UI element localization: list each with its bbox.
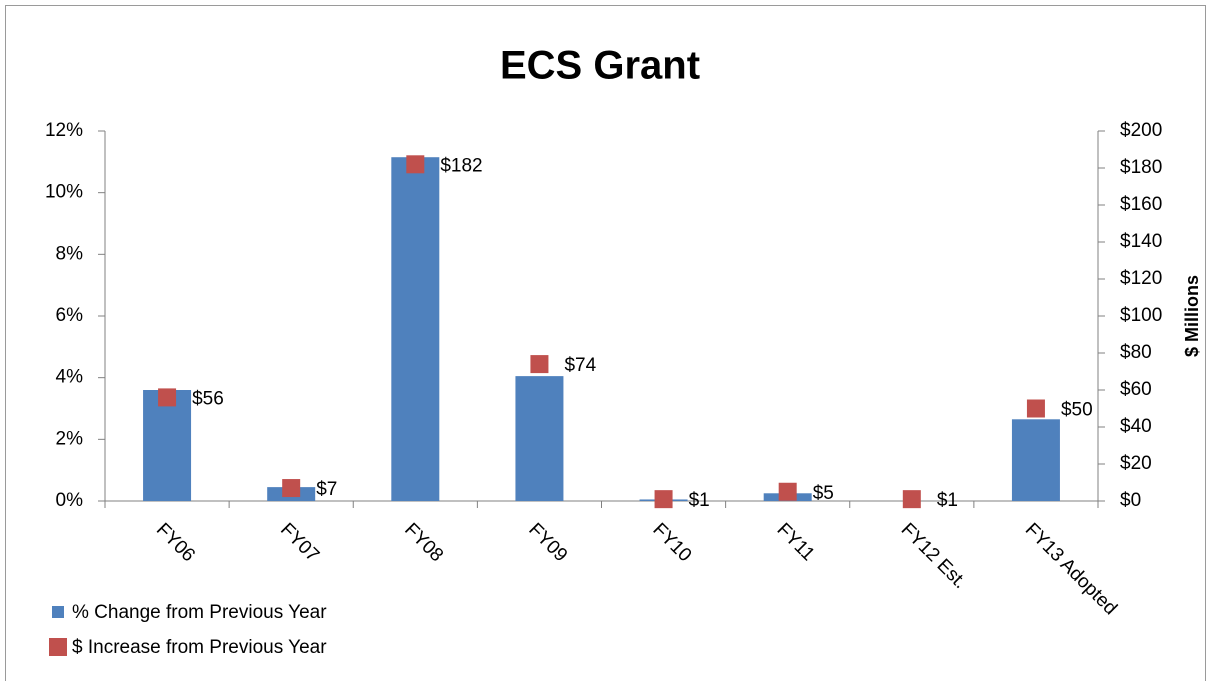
y2-tick-label: $140 bbox=[1120, 231, 1162, 252]
legend-label: % Change from Previous Year bbox=[72, 602, 327, 623]
marker bbox=[778, 482, 797, 501]
y-tick-label: 0% bbox=[56, 490, 84, 511]
y2-tick-label: $180 bbox=[1120, 157, 1162, 178]
y2-tick-label: $0 bbox=[1120, 490, 1141, 511]
y2-tick-label: $100 bbox=[1120, 305, 1162, 326]
marker bbox=[282, 479, 301, 498]
chart-title: ECS Grant bbox=[500, 44, 700, 88]
y2-tick-label: $60 bbox=[1120, 379, 1152, 400]
data-label: $182 bbox=[440, 155, 482, 176]
y-tick-label: 6% bbox=[56, 305, 84, 326]
y-tick-label: 12% bbox=[45, 120, 83, 141]
y2-axis-title: $ Millions bbox=[1182, 275, 1202, 357]
chart-border bbox=[5, 5, 1206, 686]
data-label: $50 bbox=[1061, 400, 1093, 421]
y-tick-label: 10% bbox=[45, 182, 83, 203]
y-tick-label: 8% bbox=[56, 243, 84, 264]
bar bbox=[515, 376, 564, 501]
marker bbox=[902, 490, 921, 509]
data-label: $74 bbox=[564, 355, 596, 376]
y-tick-label: 4% bbox=[56, 367, 84, 388]
y2-tick-label: $80 bbox=[1120, 342, 1152, 363]
y2-tick-label: $200 bbox=[1120, 120, 1162, 141]
legend-swatch bbox=[49, 638, 67, 656]
y2-tick-label: $160 bbox=[1120, 194, 1162, 215]
bar bbox=[1011, 419, 1060, 501]
y2-tick-label: $40 bbox=[1120, 416, 1152, 437]
bar bbox=[143, 390, 192, 501]
legend-label: $ Increase from Previous Year bbox=[72, 637, 327, 658]
data-label: $1 bbox=[937, 490, 958, 511]
legend-swatch bbox=[52, 606, 64, 618]
y-tick-label: 2% bbox=[56, 428, 84, 449]
marker bbox=[1026, 399, 1045, 418]
data-label: $56 bbox=[192, 388, 224, 409]
marker bbox=[654, 490, 673, 509]
y2-tick-label: $20 bbox=[1120, 453, 1152, 474]
data-label: $1 bbox=[689, 490, 710, 511]
data-label: $7 bbox=[316, 479, 337, 500]
bar bbox=[391, 157, 440, 502]
marker bbox=[406, 155, 425, 174]
y2-tick-label: $120 bbox=[1120, 268, 1162, 289]
data-label: $5 bbox=[813, 483, 834, 504]
marker bbox=[530, 355, 549, 374]
marker bbox=[158, 388, 177, 407]
